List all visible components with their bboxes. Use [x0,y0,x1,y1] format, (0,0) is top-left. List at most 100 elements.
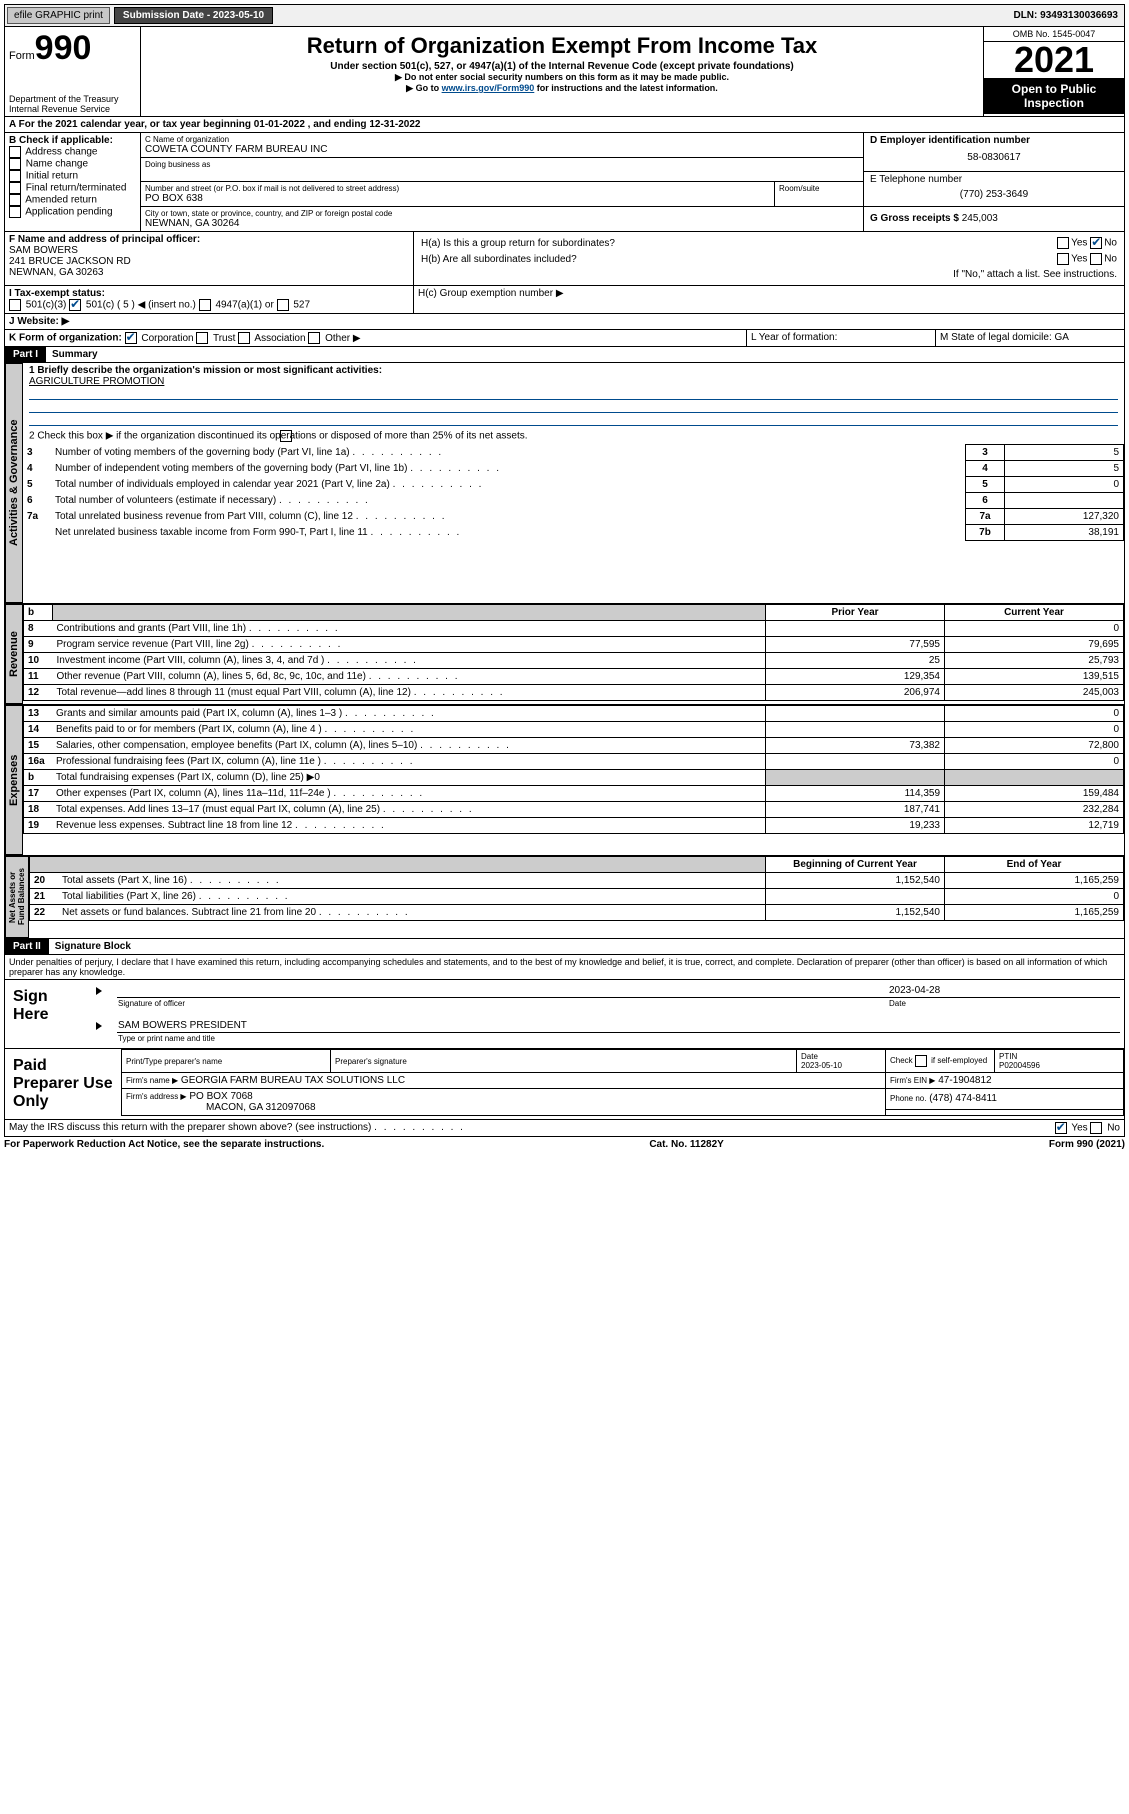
i-501c[interactable] [69,299,81,311]
net-table: Beginning of Current Year End of Year 20… [29,856,1124,921]
sign-here-block: Sign Here 2023-04-28 Signature of office… [4,980,1125,1049]
i-501c3[interactable] [9,299,21,311]
addr-label: Number and street (or P.O. box if mail i… [145,184,770,193]
form-foot: Form 990 (2021) [1049,1139,1125,1150]
tab-revenue: Revenue [5,604,23,704]
part2-bar: Part II Signature Block [4,939,1125,955]
prep-name-label: Print/Type preparer's name [122,1050,331,1073]
box-deg: D Employer identification number 58-0830… [864,133,1124,231]
dba-label: Doing business as [145,160,859,169]
i-527[interactable] [277,299,289,311]
box-f-label: F Name and address of principal officer: [9,234,409,245]
hb-label: H(b) Are all subordinates included? [420,252,1004,266]
boxb-opt[interactable] [9,206,21,218]
gross-val: 245,003 [962,213,998,224]
firm-addr1: PO BOX 7068 [189,1091,252,1102]
firm-name: GEORGIA FARM BUREAU TAX SOLUTIONS LLC [181,1075,405,1086]
boxb-opt[interactable] [9,182,21,194]
officer-addr1: 241 BRUCE JACKSON RD [9,256,409,267]
efile-btn[interactable]: efile GRAPHIC print [7,7,110,24]
box-b-label: B Check if applicable: [9,135,136,146]
current-header: Current Year [945,605,1124,621]
form-header: Form990 Department of the Treasury Inter… [4,27,1125,117]
footer: For Paperwork Reduction Act Notice, see … [4,1137,1125,1152]
tab-net: Net Assets or Fund Balances [5,856,29,938]
k-opt[interactable] [125,332,137,344]
declaration: Under penalties of perjury, I declare th… [4,955,1125,980]
k-opt[interactable] [238,332,250,344]
a1-label: 4947(a)(1) or [215,300,273,311]
sig-date-label: Date [888,998,1120,1010]
hb-no[interactable] [1090,253,1102,265]
firm-phone-label: Phone no. [890,1094,926,1103]
k-opt[interactable] [308,332,320,344]
tax-year: 2021 [984,42,1124,78]
form-subtitle: Under section 501(c), 527, or 4947(a)(1)… [145,61,979,72]
ha-label: H(a) Is this a group return for subordin… [420,236,1004,250]
may-irs-label: May the IRS discuss this return with the… [9,1122,1055,1134]
title-box: Return of Organization Exempt From Incom… [141,27,983,116]
part1-header: Part I [5,347,46,362]
ha-yes[interactable] [1057,237,1069,249]
submission-date[interactable]: Submission Date - 2023-05-10 [114,7,273,24]
org-addr: PO BOX 638 [145,193,770,204]
sig-date-val: 2023-04-28 [888,984,1120,998]
check-self: Check if self-employed [886,1050,995,1073]
box-j: J Website: ▶ [5,314,1124,329]
sig-officer-label: Signature of officer [117,998,888,1010]
c3-label: 501(c)(3) [26,300,67,311]
line2-checkbox[interactable] [280,430,292,442]
form-prefix: Form [9,50,35,62]
may-irs-yes[interactable] [1055,1122,1067,1134]
i-4947[interactable] [199,299,211,311]
ptin: P02004596 [999,1061,1040,1070]
line1-val: AGRICULTURE PROMOTION [29,376,1118,387]
may-irs-no[interactable] [1090,1122,1102,1134]
no-label: No [1104,238,1117,249]
org-city: NEWNAN, GA 30264 [145,218,859,229]
net-block: Net Assets or Fund Balances Beginning of… [4,856,1125,939]
fh-block: F Name and address of principal officer:… [4,232,1125,286]
note-link: ▶ Go to www.irs.gov/Form990 for instruct… [145,83,979,94]
hb-yes[interactable] [1057,253,1069,265]
line2: 2 Check this box ▶ if the organization d… [23,428,1124,444]
part1-body: Activities & Governance 1 Briefly descri… [4,363,1125,604]
box-h: H(a) Is this a group return for subordin… [414,232,1124,285]
irs-link[interactable]: www.irs.gov/Form990 [442,83,535,93]
firm-ein-label: Firm's EIN ▶ [890,1076,935,1085]
k-opt[interactable] [196,332,208,344]
part1-bar: Part I Summary [4,347,1125,363]
identity-block: B Check if applicable: Address change Na… [4,133,1125,232]
exp-table: 13Grants and similar amounts paid (Part … [23,705,1124,834]
no-label-2: No [1104,254,1117,265]
ptin-label: PTIN [999,1052,1017,1061]
box-l: L Year of formation: [747,330,936,346]
klm-block: K Form of organization: Corporation Trus… [4,330,1125,347]
ha-no[interactable] [1090,237,1102,249]
box-c: C Name of organization COWETA COUNTY FAR… [141,133,864,231]
city-label: City or town, state or province, country… [145,209,859,218]
part2-header: Part II [5,939,49,954]
may-irs-row: May the IRS discuss this return with the… [4,1120,1125,1137]
officer-addr2: NEWNAN, GA 30263 [9,267,409,278]
boxb-opt[interactable] [9,158,21,170]
s527-label: 527 [293,300,310,311]
boxb-opt[interactable] [9,146,21,158]
j-block: J Website: ▶ [4,314,1125,330]
officer-typed: SAM BOWERS PRESIDENT [117,1019,1120,1033]
part2-title: Signature Block [49,941,131,952]
box-f: F Name and address of principal officer:… [5,232,414,285]
line2-text: 2 Check this box ▶ if the organization d… [29,431,528,442]
arrow-icon-2 [96,1022,102,1030]
yes-label: Yes [1071,238,1087,249]
period-line: A For the 2021 calendar year, or tax yea… [4,117,1125,133]
prep-date: 2023-05-10 [801,1061,842,1070]
officer-name: SAM BOWERS [9,245,409,256]
exp-block: Expenses 13Grants and similar amounts pa… [4,705,1125,856]
box-i: I Tax-exempt status: 501(c)(3) 501(c) ( … [5,286,414,313]
self-emp-checkbox[interactable] [915,1055,927,1067]
boxb-opt[interactable] [9,170,21,182]
prior-header: Prior Year [766,605,945,621]
c-label: 501(c) ( 5 ) ◀ (insert no.) [86,300,196,311]
boxb-opt[interactable] [9,194,21,206]
